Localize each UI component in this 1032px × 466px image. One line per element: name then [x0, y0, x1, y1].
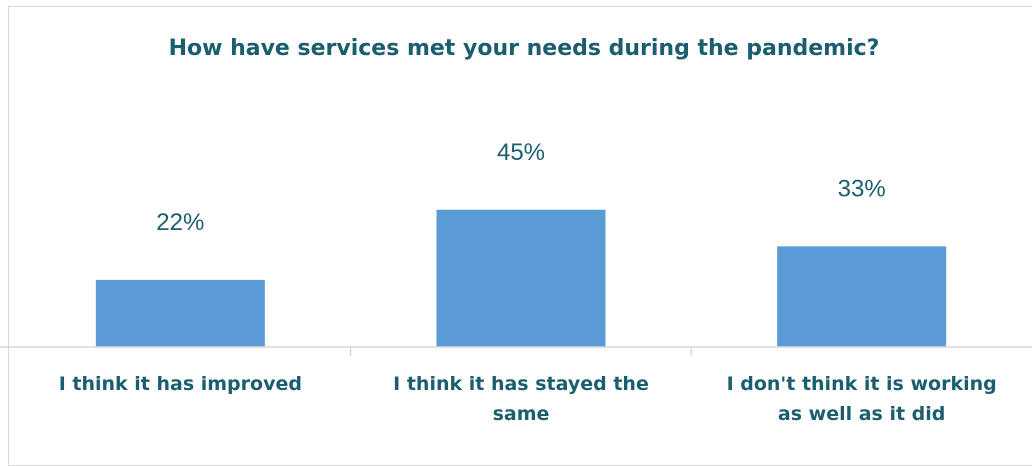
chart-title: How have services met your needs during …: [169, 36, 880, 61]
data-label: 22%: [156, 209, 204, 236]
bars-group: [95, 209, 947, 347]
category-label: I think it has improved: [59, 373, 302, 395]
category-label: I think it has stayed the: [393, 373, 649, 395]
bar: [777, 246, 947, 347]
bar: [436, 209, 606, 347]
x-axis: [0, 346, 1032, 356]
data-label: 33%: [838, 175, 886, 202]
category-label: as well as it did: [778, 403, 946, 425]
category-label: I don't think it is working: [727, 373, 997, 395]
labels-group: 22% I think it has improved 45% I think it …: [59, 139, 997, 425]
category-label: same: [493, 403, 550, 425]
data-label: 45%: [497, 139, 545, 166]
bar: [95, 279, 265, 347]
bar-chart: How have services met your needs during …: [0, 36, 1032, 425]
